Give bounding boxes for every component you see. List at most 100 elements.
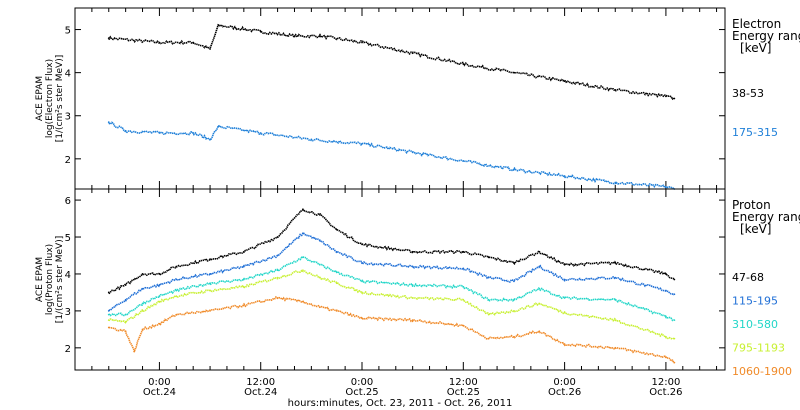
y-tick-label: 4: [65, 270, 71, 281]
data-point: [411, 265, 414, 268]
data-point: [335, 271, 338, 274]
y-tick-label: 3: [65, 307, 71, 318]
panel-proton: 2 3 4 5 6 ACE EPAMlog(Proton Flux)[1/(cm²s st…: [35, 188, 800, 378]
y-axis-label: ACE EPAMlog(Electron Flux)[1/(cm²s ster …: [35, 55, 65, 142]
data-point: [665, 273, 667, 275]
legend-entry: 115-195: [732, 295, 778, 308]
data-point: [302, 208, 304, 211]
data-point: [141, 287, 144, 290]
data-point: [462, 267, 465, 270]
data-point: [242, 285, 245, 288]
data-point: [158, 300, 161, 303]
y-tick-label: 5: [65, 233, 71, 244]
y-axis-label-line: ACE EPAM: [35, 257, 45, 302]
data-point: [513, 168, 515, 171]
data-point: [411, 52, 414, 55]
data-point: [242, 250, 245, 253]
data-point: [242, 265, 245, 268]
data-point: [124, 129, 127, 132]
data-point: [209, 48, 211, 50]
data-point: [361, 41, 363, 44]
data-point: [158, 41, 161, 44]
data-point: [124, 321, 127, 323]
data-point: [614, 181, 617, 184]
data-point: [673, 278, 676, 281]
data-point: [133, 350, 135, 353]
data-point: [158, 295, 161, 298]
data-point: [217, 125, 220, 128]
x-tick-time: 12:00: [246, 377, 275, 388]
data-point: [124, 313, 127, 316]
data-point: [462, 285, 465, 288]
panel-electron: 2 3 4 5 ACE EPAMlog(Electron Flux)[1/(cm²s s…: [35, 7, 800, 190]
data-point: [563, 80, 566, 83]
data-point: [673, 337, 676, 340]
x-tick-date: Oct.24: [143, 387, 176, 398]
data-point: [276, 269, 279, 272]
y-tick-label: 5: [65, 26, 71, 37]
x-tick-time: 0:00: [553, 377, 575, 388]
data-point: [563, 263, 566, 266]
data-point: [318, 276, 321, 279]
data-point: [217, 24, 220, 27]
y-axis-label-line: ACE EPAM: [35, 76, 45, 121]
data-point: [335, 282, 338, 285]
x-tick-date: Oct.24: [244, 387, 277, 398]
data-point: [614, 298, 617, 301]
data-point: [513, 280, 515, 283]
data-point: [673, 361, 676, 364]
legend-entry: 795-1193: [732, 342, 785, 355]
data-point: [302, 232, 304, 235]
series-trace: [108, 256, 675, 322]
series-1060-1900: [107, 295, 676, 364]
x-tick-time: 12:00: [449, 377, 478, 388]
data-point: [361, 280, 363, 283]
data-point: [107, 291, 110, 294]
data-point: [158, 284, 161, 286]
data-point: [513, 298, 515, 301]
y-tick-label: 2: [65, 344, 71, 355]
data-point: [209, 273, 211, 275]
data-point: [462, 160, 465, 162]
data-point: [318, 213, 321, 216]
x-tick-date: Oct.25: [345, 387, 378, 398]
x-tick-date: Oct.26: [548, 387, 581, 398]
data-point: [175, 289, 178, 292]
data-point: [614, 346, 617, 349]
data-point: [462, 298, 465, 301]
data-point: [276, 236, 279, 238]
y-tick-label: 4: [65, 69, 71, 80]
data-point: [141, 309, 144, 312]
data-point: [487, 276, 490, 279]
data-point: [513, 71, 515, 74]
data-point: [335, 309, 338, 312]
data-point: [302, 269, 304, 272]
legend-entry: 175-315: [732, 126, 778, 139]
data-point: [107, 313, 110, 316]
data-point: [124, 330, 127, 333]
x-tick-time: 0:00: [148, 377, 170, 388]
legend-title-line: [keV]: [740, 222, 771, 236]
data-point: [538, 330, 541, 333]
data-point: [242, 304, 245, 307]
data-point: [487, 313, 490, 316]
x-tick-date: Oct.26: [649, 387, 682, 398]
data-point: [673, 97, 676, 100]
data-point: [310, 138, 313, 141]
series-trace: [108, 208, 675, 295]
data-point: [209, 289, 211, 292]
data-point: [614, 319, 617, 322]
data-point: [462, 63, 465, 65]
data-point: [513, 261, 515, 264]
x-tick-time: 0:00: [351, 377, 373, 388]
data-point: [192, 41, 195, 44]
data-point: [192, 132, 195, 134]
legend-entry: 310-580: [732, 318, 778, 331]
y-axis-label-line: [1/(cm²s ster MeV)]: [55, 55, 65, 142]
y-axis-label-line: log(Electron Flux): [45, 59, 55, 138]
data-point: [175, 265, 178, 268]
data-point: [158, 132, 161, 134]
data-point: [242, 278, 245, 281]
